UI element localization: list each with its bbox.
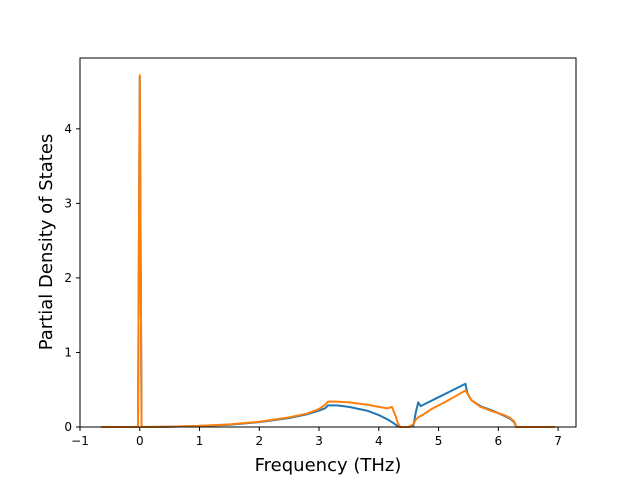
x-axis-ticks: −1 0 1 2 3 4 5 6 7 bbox=[71, 427, 562, 448]
y-axis-label: Partial Density of States bbox=[36, 134, 57, 351]
x-tick-label-8: 7 bbox=[554, 434, 562, 448]
x-tick-label-6: 5 bbox=[435, 434, 443, 448]
x-axis-label: Frequency (THz) bbox=[255, 455, 402, 476]
x-tick-label-0: −1 bbox=[71, 434, 89, 448]
y-tick-label-1: 1 bbox=[64, 345, 72, 359]
y-tick-label-0: 0 bbox=[64, 420, 72, 434]
x-tick-label-7: 6 bbox=[494, 434, 502, 448]
y-axis-ticks: 0 1 2 3 4 bbox=[64, 122, 80, 434]
y-tick-label-3: 3 bbox=[64, 196, 72, 210]
x-tick-label-2: 1 bbox=[196, 434, 204, 448]
series-line-1 bbox=[100, 75, 556, 428]
x-tick-label-4: 3 bbox=[315, 434, 323, 448]
plot-area-frame bbox=[79, 57, 577, 428]
series-line-2 bbox=[100, 74, 556, 428]
y-tick-label-4: 4 bbox=[64, 122, 72, 136]
x-tick-label-1: 0 bbox=[136, 434, 144, 448]
x-tick-label-5: 4 bbox=[375, 434, 383, 448]
x-tick-label-3: 2 bbox=[255, 434, 263, 448]
series-layer bbox=[100, 74, 556, 428]
y-tick-label-2: 2 bbox=[64, 271, 72, 285]
